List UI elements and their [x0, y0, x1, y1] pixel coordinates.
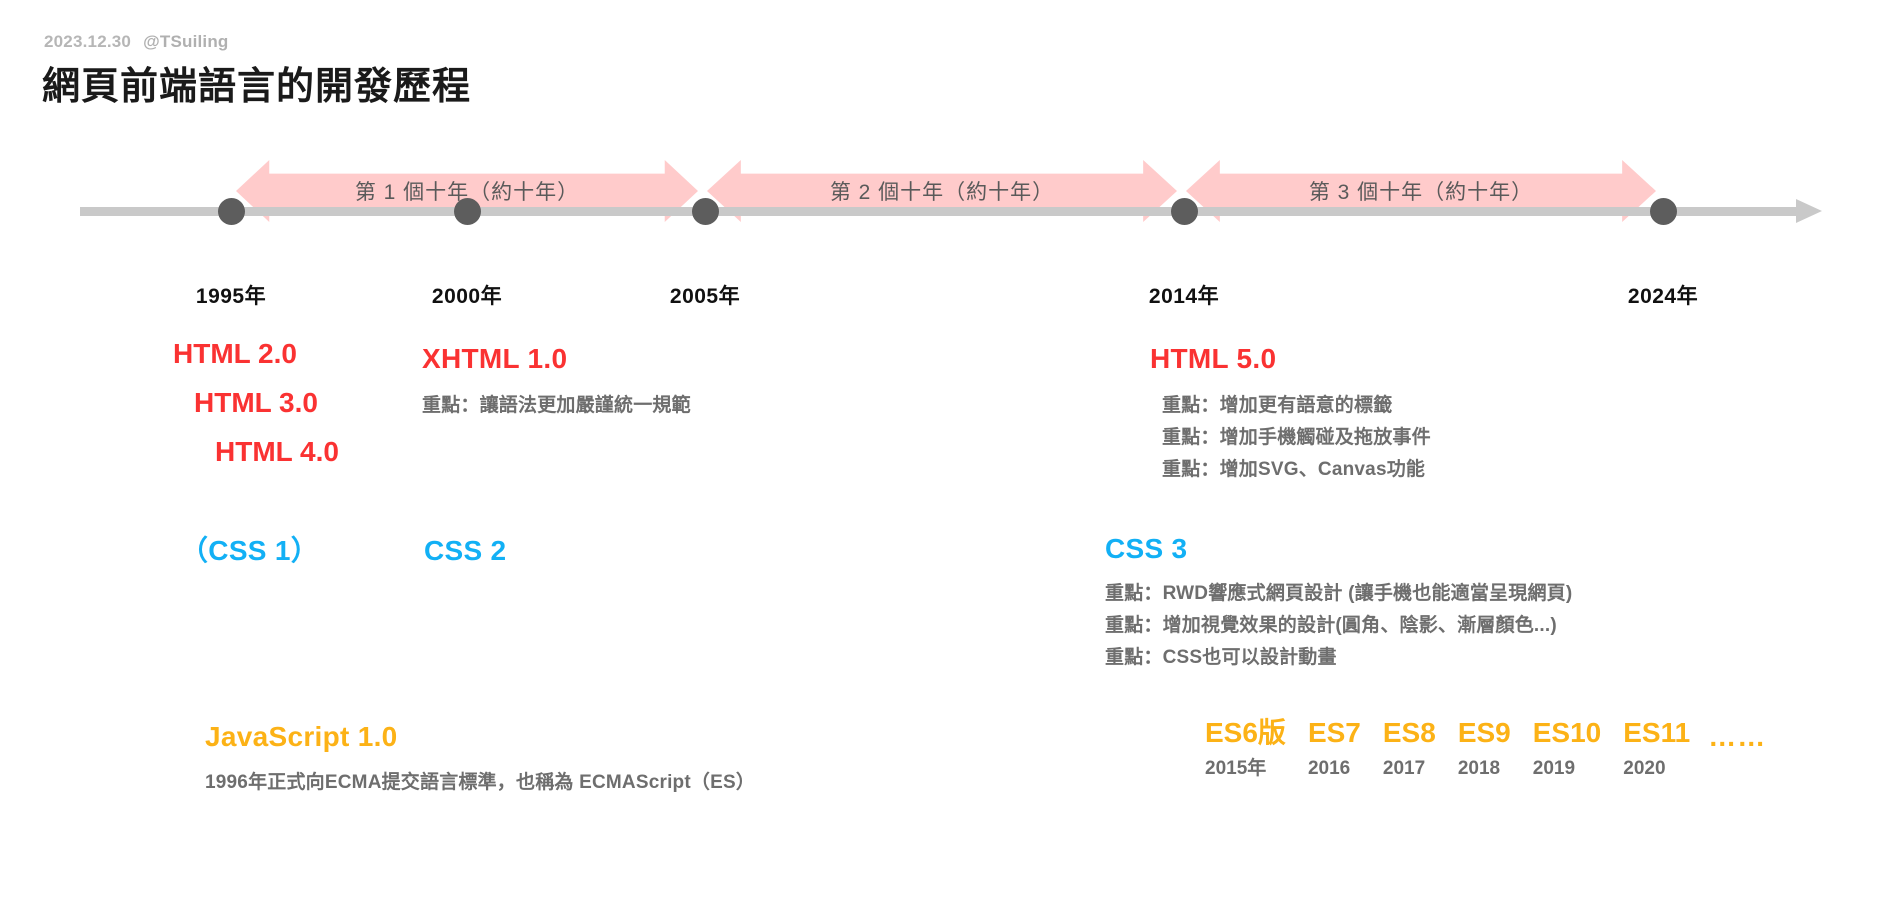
- timeline-node-2014[interactable]: [1171, 198, 1198, 225]
- byline: 2023.12.30 @TSuiling: [44, 32, 229, 52]
- html-version-2: HTML 2.0: [173, 338, 297, 369]
- javascript-title: JavaScript 1.0: [205, 721, 398, 752]
- es-version-es7-name: ES7: [1307, 717, 1361, 748]
- xhtml-title: XHTML 1.0: [422, 343, 568, 374]
- css3-note-1: 重點：RWD響應式網頁設計 (讓手機也能適當呈現網頁): [1105, 582, 1573, 604]
- css2-title: CSS 2: [424, 535, 507, 566]
- es-version-es11: ES11 2020: [1623, 716, 1690, 780]
- html-early-versions: HTML 2.0 HTML 3.0 HTML 4.0: [173, 340, 339, 487]
- css3-block: CSS 3 重點：RWD響應式網頁設計 (讓手機也能適當呈現網頁) 重點：增加視…: [1105, 530, 1572, 674]
- xhtml-note-1: 重點：讓語法更加嚴謹統一規範: [422, 394, 691, 416]
- javascript-block: JavaScript 1.0 1996年正式向ECMA提交語言標準，也稱為 EC…: [205, 718, 755, 799]
- decade-arrow-2-label: 第 2 個十年（約十年）: [829, 181, 1055, 204]
- es-version-es9-year: 2018: [1457, 757, 1501, 779]
- html-version-4: HTML 4.0: [215, 436, 339, 467]
- es-version-es10: ES10 2019: [1533, 716, 1602, 780]
- css2-block: CSS 2: [424, 532, 506, 570]
- es-version-es6-name: ES6版: [1205, 717, 1286, 748]
- css3-title: CSS 3: [1105, 533, 1188, 564]
- es-version-es7: ES7 2016: [1308, 716, 1361, 780]
- css3-note-2: 重點：增加視覺效果的設計(圓角、陰影、漸層顏色...): [1105, 614, 1557, 636]
- html5-note-1: 重點：增加更有語意的標籤: [1162, 394, 1393, 416]
- es-version-es6-year: 2015年: [1205, 757, 1267, 779]
- page-title: 網頁前端語言的開發歷程: [42, 66, 472, 108]
- timeline-node-2024[interactable]: [1650, 198, 1677, 225]
- decade-arrow-1-label: 第 1 個十年（約十年）: [354, 181, 580, 204]
- timeline-axis: [80, 207, 1798, 216]
- css1-block: （CSS 1）: [180, 532, 319, 570]
- es-version-es8: ES8 2017: [1383, 716, 1436, 780]
- es-version-es11-name: ES11: [1623, 717, 1691, 748]
- timeline-label-2005: 2005年: [669, 285, 741, 308]
- es-versions-block: ES6版 2015年 ES7 2016 ES8 2017 ES9 2018 ES…: [1205, 716, 1766, 780]
- html5-title: HTML 5.0: [1150, 343, 1277, 374]
- es-version-es8-name: ES8: [1382, 717, 1436, 748]
- author-handle: @TSuiling: [143, 32, 229, 51]
- timeline-node-2005[interactable]: [692, 198, 719, 225]
- timeline-node-2000[interactable]: [454, 198, 481, 225]
- es-version-es11-year: 2020: [1623, 757, 1666, 779]
- html-version-3: HTML 3.0: [194, 387, 318, 418]
- es-version-es10-name: ES10: [1532, 717, 1602, 748]
- es-versions-ellipsis: ……: [1708, 721, 1767, 753]
- es-version-es6: ES6版 2015年: [1205, 716, 1286, 780]
- css3-note-3: 重點：CSS也可以設計動畫: [1105, 646, 1337, 668]
- timeline-label-2000: 2000年: [431, 285, 503, 308]
- es-version-es9-name: ES9: [1457, 717, 1511, 748]
- xhtml-block: XHTML 1.0 重點：讓語法更加嚴謹統一規範: [422, 340, 691, 422]
- decade-arrow-3-label: 第 3 個十年（約十年）: [1308, 181, 1534, 204]
- html5-note-2: 重點：增加手機觸碰及拖放事件: [1162, 426, 1431, 448]
- publish-date: 2023.12.30: [44, 32, 132, 51]
- html5-note-3: 重點：增加SVG、Canvas功能: [1162, 458, 1426, 480]
- es-version-es9: ES9 2018: [1458, 716, 1511, 780]
- es-versions-row: ES6版 2015年 ES7 2016 ES8 2017 ES9 2018 ES…: [1205, 716, 1766, 780]
- timeline-arrowhead-icon: [1796, 199, 1822, 223]
- timeline-label-1995: 1995年: [195, 285, 267, 308]
- es-version-es8-year: 2017: [1382, 757, 1426, 779]
- es-version-es7-year: 2016: [1307, 757, 1351, 779]
- timeline-label-2014: 2014年: [1148, 285, 1220, 308]
- timeline-node-1995[interactable]: [218, 198, 245, 225]
- timeline-label-2024: 2024年: [1627, 285, 1699, 308]
- javascript-note: 1996年正式向ECMA提交語言標準，也稱為 ECMAScript（ES）: [205, 771, 756, 793]
- html5-block: HTML 5.0 重點：增加更有語意的標籤 重點：增加手機觸碰及拖放事件 重點：…: [1150, 340, 1431, 486]
- es-version-es10-year: 2019: [1532, 757, 1576, 779]
- css1-title: （CSS 1）: [180, 535, 320, 566]
